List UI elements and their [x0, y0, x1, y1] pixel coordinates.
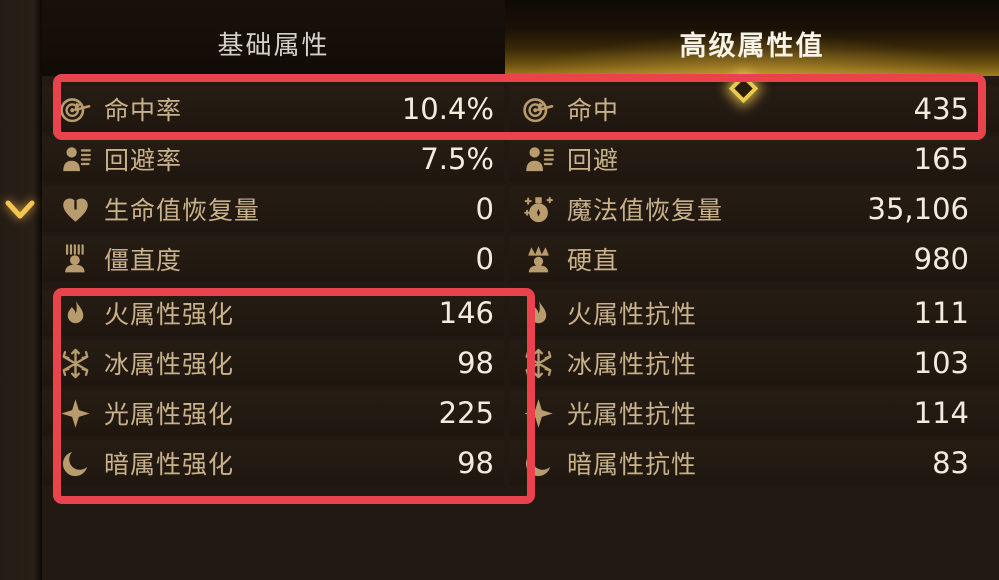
- attribute-tabs: 基础属性 高级属性值: [42, 0, 999, 76]
- stat-label: 魔法值恢复量: [567, 196, 724, 225]
- evasion-icon: [58, 142, 92, 176]
- stat-row: 魔法值恢复量 35,106: [509, 186, 999, 232]
- stat-value: 435: [913, 92, 969, 126]
- stats-column-left: 命中率 10.4% 回避率 7.5% 生命值恢复量 0 僵直度 0 火属性强化 146 冰属性强化 9…: [42, 86, 504, 490]
- moon-icon: [521, 446, 555, 480]
- stun-icon: [58, 242, 92, 276]
- stat-row: 光属性强化 225: [42, 390, 504, 436]
- light-star-icon: [58, 396, 92, 430]
- moon-icon: [58, 446, 92, 480]
- stat-row: 命中率 10.4%: [42, 86, 504, 132]
- evasion-icon: [521, 142, 555, 176]
- tab-basic-attributes[interactable]: 基础属性: [42, 0, 505, 76]
- stat-row: 暗属性抗性 83: [509, 440, 999, 486]
- stat-label: 火属性抗性: [567, 300, 698, 329]
- stats-column-right: 命中 435 回避 165 魔法值恢复量 35,106 硬直 980 火属性抗性 111 冰属性抗性…: [509, 86, 999, 490]
- stat-label: 僵直度: [104, 246, 183, 275]
- rigidity-icon: [521, 242, 555, 276]
- stat-row: 冰属性抗性 103: [509, 340, 999, 386]
- stat-row: 火属性强化 146: [42, 290, 504, 336]
- heart-icon: [58, 192, 92, 226]
- stat-value: 111: [913, 296, 969, 330]
- snowflake-icon: [521, 346, 555, 380]
- stat-label: 回避: [567, 146, 620, 175]
- stat-label: 生命值恢复量: [104, 196, 261, 225]
- potion-icon: [521, 192, 555, 226]
- stat-label: 回避率: [104, 146, 183, 175]
- stat-value: 146: [438, 296, 494, 330]
- stat-label: 命中率: [104, 96, 183, 125]
- left-side-strip: [0, 0, 42, 580]
- stat-label: 命中: [567, 96, 620, 125]
- stat-value: 165: [913, 142, 969, 176]
- target-icon: [521, 92, 555, 126]
- stat-label: 冰属性强化: [104, 350, 235, 379]
- stat-row: 光属性抗性 114: [509, 390, 999, 436]
- stat-label: 火属性强化: [104, 300, 235, 329]
- stat-label: 光属性强化: [104, 400, 235, 429]
- stat-value: 225: [438, 396, 494, 430]
- stat-value: 35,106: [867, 192, 969, 226]
- stat-row: 僵直度 0: [42, 236, 504, 282]
- stat-value: 103: [913, 346, 969, 380]
- light-star-icon: [521, 396, 555, 430]
- stat-label: 光属性抗性: [567, 400, 698, 429]
- fire-icon: [521, 296, 555, 330]
- stat-row: 命中 435: [509, 86, 999, 132]
- stat-row: 硬直 980: [509, 236, 999, 282]
- stat-value: 83: [932, 446, 969, 480]
- target-icon: [58, 92, 92, 126]
- stat-row: 回避率 7.5%: [42, 136, 504, 182]
- stat-value: 98: [457, 446, 494, 480]
- stat-label: 暗属性抗性: [567, 450, 698, 479]
- stat-row: 冰属性强化 98: [42, 340, 504, 386]
- stat-row: 火属性抗性 111: [509, 290, 999, 336]
- stat-label: 硬直: [567, 246, 620, 275]
- stat-row: 暗属性强化 98: [42, 440, 504, 486]
- stat-value: 7.5%: [420, 142, 494, 176]
- stat-label: 冰属性抗性: [567, 350, 698, 379]
- stat-row: 回避 165: [509, 136, 999, 182]
- tab-advanced-attributes[interactable]: 高级属性值: [505, 0, 999, 76]
- tab-basic-label: 基础属性: [217, 30, 330, 61]
- stat-value: 98: [457, 346, 494, 380]
- stat-row: 生命值恢复量 0: [42, 186, 504, 232]
- stat-value: 0: [475, 242, 494, 276]
- snowflake-icon: [58, 346, 92, 380]
- collapse-chevron-icon[interactable]: [4, 199, 36, 223]
- stat-value: 980: [913, 242, 969, 276]
- stat-value: 10.4%: [401, 92, 494, 126]
- stat-value: 114: [913, 396, 969, 430]
- fire-icon: [58, 296, 92, 330]
- stat-value: 0: [475, 192, 494, 226]
- stat-label: 暗属性强化: [104, 450, 235, 479]
- tab-advanced-label: 高级属性值: [679, 30, 825, 62]
